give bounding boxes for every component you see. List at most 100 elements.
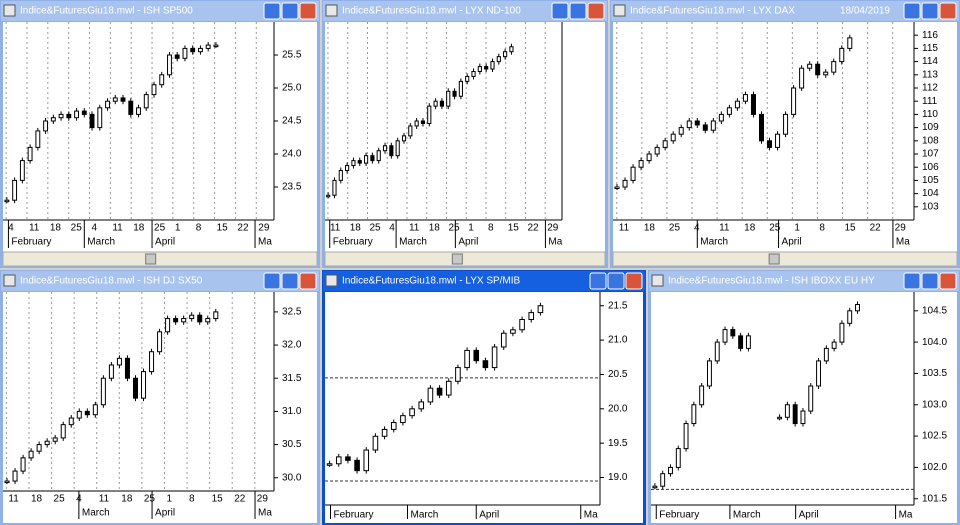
candle bbox=[370, 155, 375, 162]
x-day-label: 15 bbox=[508, 223, 520, 234]
candle bbox=[167, 54, 172, 76]
candle bbox=[791, 87, 797, 115]
candle bbox=[465, 75, 470, 82]
candle bbox=[4, 199, 10, 203]
x-month-label: April bbox=[155, 508, 175, 519]
y-tick-label: 104 bbox=[922, 188, 939, 199]
window-icon bbox=[3, 274, 16, 287]
x-day-label: 29 bbox=[895, 223, 907, 234]
x-month-label: February bbox=[334, 510, 374, 521]
candle bbox=[777, 416, 783, 420]
candle bbox=[116, 357, 122, 366]
window-max-button[interactable] bbox=[921, 272, 939, 290]
x-month-label: April bbox=[479, 510, 499, 521]
candle bbox=[364, 155, 369, 164]
window-min-button[interactable] bbox=[903, 272, 921, 290]
window-min-button[interactable] bbox=[551, 2, 569, 20]
window-min-button[interactable] bbox=[589, 272, 607, 290]
window-close-button[interactable] bbox=[939, 272, 957, 290]
scroll-toolbar bbox=[2, 251, 318, 267]
candle bbox=[363, 449, 370, 472]
candle bbox=[326, 194, 331, 198]
candle bbox=[706, 360, 712, 387]
candle bbox=[400, 415, 406, 424]
candle bbox=[652, 485, 658, 489]
scroll-thumb[interactable] bbox=[145, 253, 157, 265]
x-day-label: 22 bbox=[234, 494, 246, 505]
x-month-label: March bbox=[87, 237, 115, 248]
candle bbox=[452, 90, 457, 97]
candle bbox=[27, 146, 33, 162]
scroll-thumb[interactable] bbox=[451, 253, 463, 265]
x-day-label: 29 bbox=[258, 223, 270, 234]
window-min-button[interactable] bbox=[263, 272, 281, 290]
candle bbox=[213, 311, 219, 320]
plot-area bbox=[325, 22, 605, 252]
x-day-label: 4 bbox=[389, 223, 395, 234]
x-day-label: 8 bbox=[196, 223, 202, 234]
candle bbox=[694, 120, 700, 126]
window-max-button[interactable] bbox=[569, 2, 587, 20]
candle bbox=[335, 456, 342, 465]
candle bbox=[464, 349, 470, 369]
candle bbox=[519, 318, 525, 331]
candle bbox=[418, 401, 425, 410]
candle bbox=[503, 51, 508, 58]
candle bbox=[389, 145, 394, 157]
candle bbox=[81, 110, 87, 115]
window-max-button[interactable] bbox=[281, 2, 299, 20]
window-max-button[interactable] bbox=[607, 272, 625, 290]
chart-window: Indice&FuturesGiu18.mwl - ISH IBOXX EU H… bbox=[648, 270, 960, 525]
x-day-label: 29 bbox=[547, 223, 559, 234]
candle bbox=[807, 63, 813, 69]
candle bbox=[157, 331, 163, 353]
candle bbox=[775, 133, 781, 148]
candle bbox=[815, 63, 821, 76]
window-max-button[interactable] bbox=[921, 2, 939, 20]
candle bbox=[12, 179, 18, 201]
window-close-button[interactable] bbox=[299, 272, 317, 290]
candle bbox=[124, 357, 130, 379]
window-close-button[interactable] bbox=[625, 272, 643, 290]
candle bbox=[742, 94, 748, 102]
y-tick-label: 20.0 bbox=[608, 403, 628, 414]
candle bbox=[767, 140, 773, 148]
window-close-button[interactable] bbox=[299, 2, 317, 20]
candle bbox=[213, 44, 219, 48]
x-day-label: 11 bbox=[719, 223, 730, 234]
candle bbox=[84, 410, 90, 416]
candle bbox=[638, 160, 644, 168]
candle bbox=[433, 100, 438, 107]
scroll-thumb[interactable] bbox=[768, 253, 780, 265]
x-day-label: 25 bbox=[769, 223, 781, 234]
window-min-button[interactable] bbox=[263, 2, 281, 20]
y-tick-label: 109 bbox=[922, 122, 939, 133]
candle bbox=[847, 310, 853, 324]
title-bar bbox=[1, 271, 319, 291]
window-close-button[interactable] bbox=[587, 2, 605, 20]
candle bbox=[50, 117, 56, 122]
candle bbox=[60, 424, 66, 439]
y-tick-label: 103 bbox=[922, 201, 939, 212]
candle bbox=[630, 166, 636, 181]
candle bbox=[714, 341, 720, 362]
window-max-button[interactable] bbox=[281, 272, 299, 290]
y-tick-label: 102.5 bbox=[922, 431, 947, 442]
x-day-label: 8 bbox=[189, 494, 195, 505]
candle bbox=[108, 364, 114, 379]
window-title: Indice&FuturesGiu18.mwl - ISH DJ SX50 bbox=[20, 276, 203, 287]
candle bbox=[783, 113, 789, 135]
candle bbox=[44, 440, 50, 446]
candle bbox=[847, 37, 853, 49]
candle bbox=[678, 127, 684, 135]
y-tick-label: 32.0 bbox=[282, 340, 302, 351]
candle bbox=[683, 423, 689, 450]
title-bar bbox=[611, 1, 959, 21]
window-close-button[interactable] bbox=[939, 2, 957, 20]
x-month-label: February bbox=[333, 237, 373, 248]
candle bbox=[670, 133, 676, 142]
candle bbox=[89, 113, 95, 129]
x-day-label: 29 bbox=[257, 494, 269, 505]
candle bbox=[36, 444, 42, 452]
window-min-button[interactable] bbox=[903, 2, 921, 20]
